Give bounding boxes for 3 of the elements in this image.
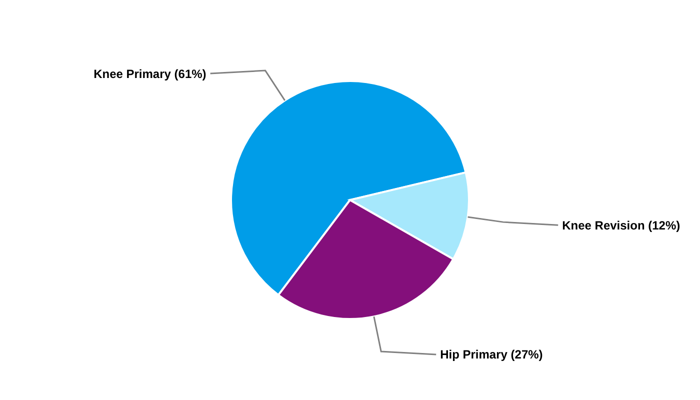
slice-label: Knee Revision (12%) bbox=[562, 218, 680, 232]
slice-label: Knee Primary (61%) bbox=[94, 66, 206, 81]
slice-label: Hip Primary (27%) bbox=[440, 348, 543, 362]
